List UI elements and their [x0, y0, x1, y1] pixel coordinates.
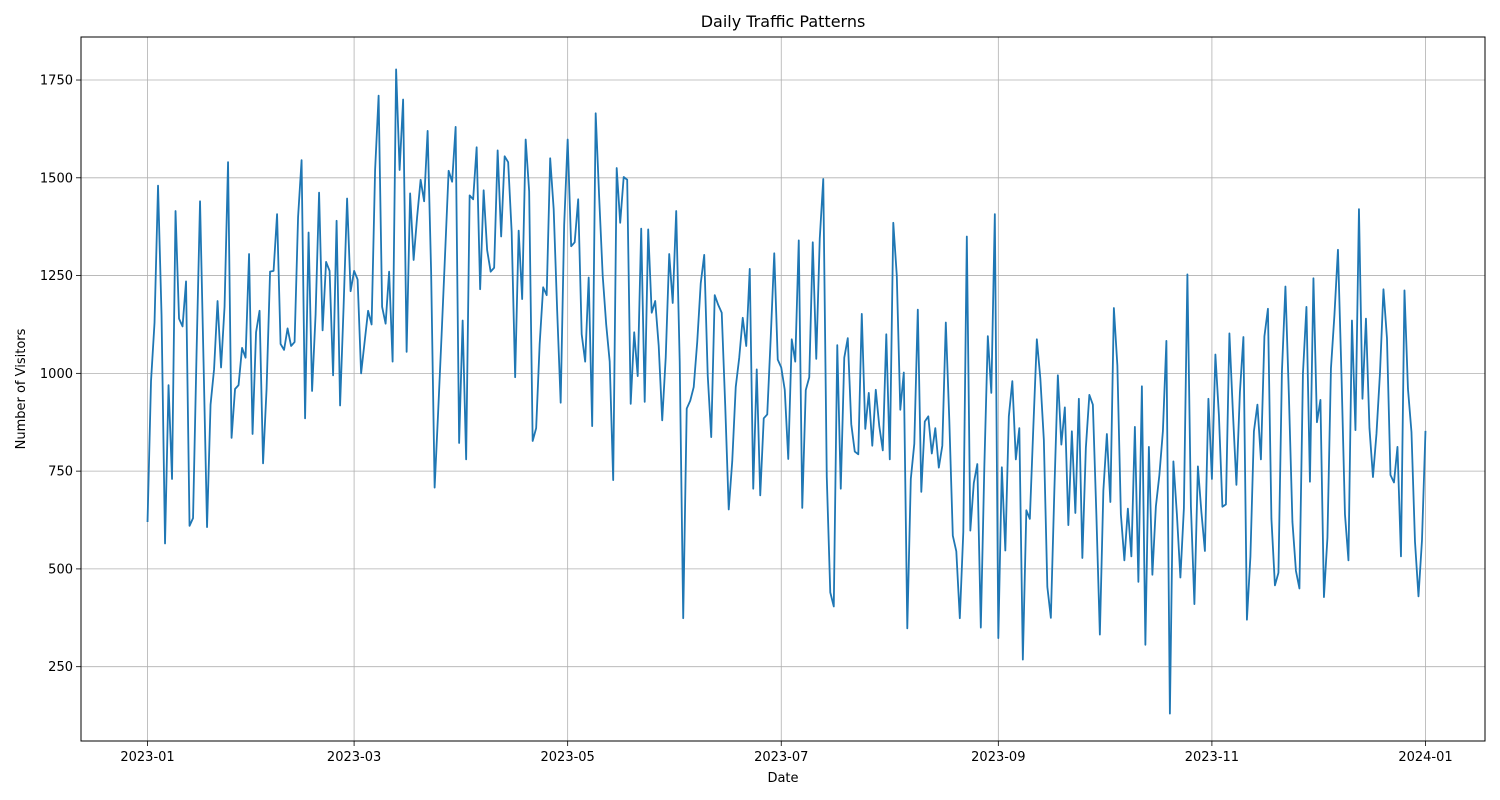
- y-tick-label: 750: [48, 465, 73, 480]
- y-tick-label: 1000: [40, 367, 73, 382]
- x-tick-label: 2024-01: [1398, 750, 1452, 765]
- y-axis-label: Number of Visitors: [14, 328, 29, 449]
- grid-lines: [81, 37, 1485, 741]
- chart-title: Daily Traffic Patterns: [701, 12, 866, 31]
- y-tick-label: 1500: [40, 171, 73, 186]
- x-tick-label: 2023-05: [541, 750, 595, 765]
- x-tick-label: 2023-11: [1185, 750, 1239, 765]
- y-tick-label: 1250: [40, 269, 73, 284]
- x-axis-label: Date: [767, 771, 798, 786]
- x-tick-label: 2023-01: [120, 750, 174, 765]
- y-tick-label: 500: [48, 562, 73, 577]
- series-line: [146, 68, 1427, 715]
- y-axis-ticks: 250 500 750 1000 1250 1500 1750: [40, 74, 81, 675]
- x-axis-ticks: 2023-01 2023-03 2023-05 2023-07 2023-09 2023-…: [120, 741, 1453, 765]
- x-tick-label: 2023-03: [327, 750, 381, 765]
- plot-frame: [80, 36, 1486, 742]
- x-tick-label: 2023-09: [971, 750, 1025, 765]
- y-tick-label: 1750: [40, 74, 73, 89]
- x-tick-label: 2023-07: [754, 750, 808, 765]
- y-tick-label: 250: [48, 660, 73, 675]
